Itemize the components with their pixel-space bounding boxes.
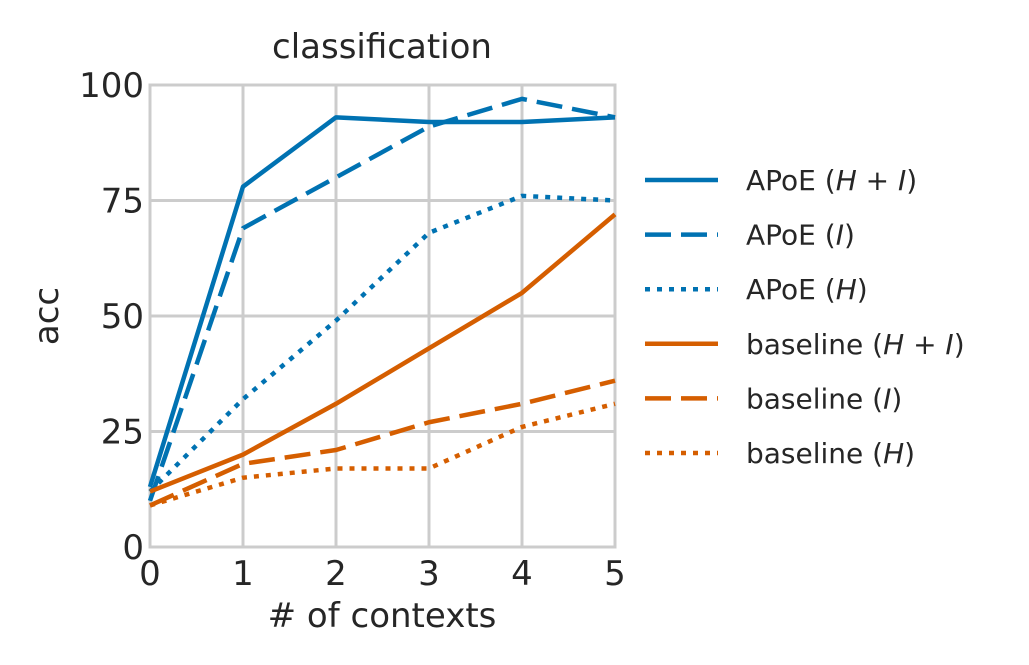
series-line-0: [147, 115, 616, 488]
legend-label-1: APoE (I): [746, 219, 855, 252]
legend: APoE (H + I) APoE (I) APoE (H) baseline (H …: [645, 164, 965, 470]
y-axis-title: acc: [27, 287, 67, 345]
y-tick-label-0: 0: [122, 528, 144, 568]
x-tick-label-2: 2: [325, 554, 347, 594]
series-line-4: [149, 378, 616, 508]
legend-label-4: baseline (I): [746, 382, 902, 415]
x-tick-label-4: 4: [511, 554, 533, 594]
legend-label-0: APoE (H + I): [746, 164, 917, 197]
x-tick-label-1: 1: [232, 554, 254, 594]
legend-label-2: APoE (H): [746, 273, 868, 306]
x-axis-title: # of contexts: [268, 596, 497, 636]
y-tick-label-3: 75: [101, 182, 144, 222]
series-line-2: [148, 193, 616, 494]
legend-label-5: baseline (H): [746, 437, 915, 470]
x-tick-label-3: 3: [418, 554, 440, 594]
chart-title: classification: [272, 27, 492, 67]
plot-frame: [148, 83, 617, 549]
y-tick-label-1: 25: [101, 413, 144, 453]
plot-border: [148, 83, 617, 549]
y-tick-label-4: 100: [79, 66, 144, 106]
series-line-1: [147, 96, 616, 502]
x-tick-label-0: 0: [139, 554, 161, 594]
y-tick-label-2: 50: [101, 297, 144, 337]
series-lines: [147, 96, 617, 508]
x-tick-label-5: 5: [604, 554, 626, 594]
series-line-3: [149, 212, 617, 494]
legend-label-3: baseline (H + I): [746, 328, 965, 361]
series-line-5: [149, 401, 616, 508]
